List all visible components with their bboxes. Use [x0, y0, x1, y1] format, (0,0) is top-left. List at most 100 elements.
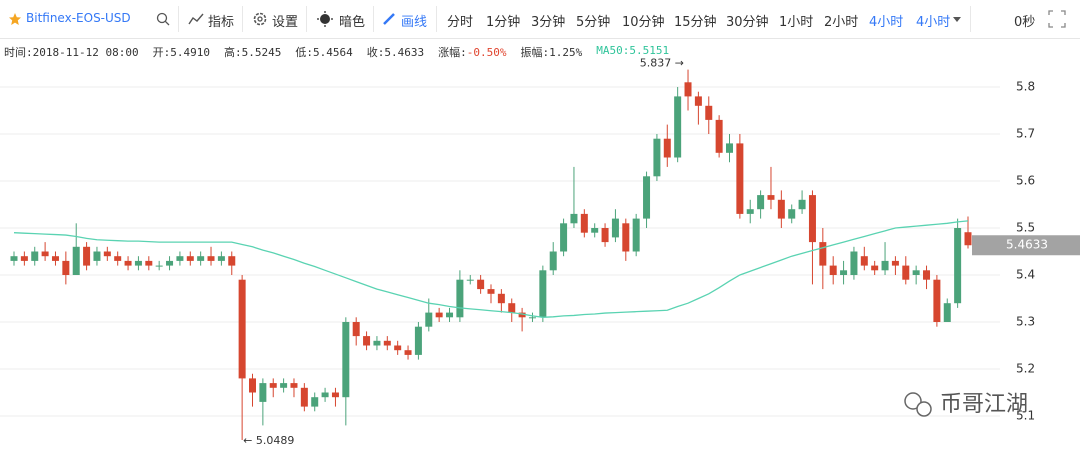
- candle-body: [93, 251, 101, 261]
- candle-body: [611, 218, 619, 238]
- candle-body: [31, 251, 39, 261]
- max-annotation: 5.837 →: [640, 57, 684, 70]
- settings-icon[interactable]: [252, 11, 268, 27]
- candle-body: [570, 213, 578, 224]
- candle-body: [259, 383, 267, 402]
- tool-button[interactable]: 画线: [401, 15, 428, 30]
- info-label: 涨幅:: [438, 46, 467, 59]
- period-button[interactable]: 5分钟: [576, 15, 611, 30]
- separator: [970, 6, 971, 32]
- candle-body: [881, 260, 889, 271]
- period-dropdown[interactable]: 4小时: [916, 15, 951, 30]
- period-button[interactable]: 分时: [447, 15, 474, 30]
- candle-body: [114, 256, 122, 261]
- info-label: 开:: [152, 46, 171, 59]
- wechat-icon: [916, 401, 932, 417]
- candle-body: [902, 265, 910, 280]
- period-button[interactable]: 30分钟: [726, 15, 769, 30]
- info-value: 5.4910: [170, 46, 210, 59]
- fullscreen-icon[interactable]: [1048, 10, 1066, 28]
- candle-body: [134, 260, 142, 266]
- candle-body: [643, 176, 651, 219]
- indicator-icon[interactable]: [188, 12, 204, 26]
- info-label: 振幅:: [520, 46, 550, 59]
- candle-body: [601, 228, 609, 243]
- tool-button[interactable]: 设置: [272, 15, 299, 30]
- dropdown-caret[interactable]: [953, 17, 961, 23]
- info-label: 时间:: [4, 46, 33, 59]
- candle-body: [435, 312, 443, 318]
- period-button[interactable]: 3分钟: [531, 15, 566, 30]
- y-tick-label: 5.4: [1016, 268, 1035, 282]
- candle-body: [456, 279, 464, 318]
- candle-body: [943, 303, 951, 322]
- period-button[interactable]: 15分钟: [674, 15, 717, 30]
- star-icon[interactable]: [8, 12, 22, 26]
- candle-body: [632, 218, 640, 252]
- info-item: 低:5.4564: [295, 44, 352, 60]
- candle-body: [622, 223, 630, 252]
- candle-body: [363, 336, 371, 346]
- candle-body: [249, 378, 256, 393]
- candle-body: [487, 289, 495, 294]
- y-tick-label: 5.7: [1016, 127, 1035, 141]
- candle-body: [342, 322, 350, 398]
- candle-body: [829, 265, 837, 275]
- candle-body: [674, 96, 682, 158]
- candle-body: [767, 195, 775, 200]
- candle-body: [207, 256, 215, 261]
- candle-body: [580, 213, 588, 233]
- candle-body: [269, 383, 277, 388]
- candle-body: [62, 260, 70, 275]
- candle-body: [145, 260, 153, 266]
- candle-body: [290, 383, 298, 388]
- candle-body: [425, 312, 433, 327]
- candle-body: [311, 397, 319, 407]
- candle-body: [238, 279, 246, 379]
- candle-body: [217, 256, 225, 261]
- candle-body: [808, 195, 816, 243]
- dark-icon[interactable]: [317, 11, 333, 27]
- period-button[interactable]: 10分钟: [622, 15, 665, 30]
- watermark-text: 币哥江湖: [940, 392, 1028, 417]
- candle-body: [591, 228, 599, 233]
- candle-body: [705, 105, 713, 120]
- candle-body: [51, 256, 59, 261]
- candle-body: [300, 387, 308, 407]
- info-line: 时间:2018-11-12 08:00 开:5.4910 高:5.5245 低:…: [4, 44, 669, 60]
- y-tick-label: 5.1: [1016, 409, 1035, 423]
- period-button[interactable]: 1小时: [779, 15, 814, 30]
- wechat-icon: [904, 392, 922, 410]
- y-tick-label: 5.6: [1016, 174, 1035, 188]
- min-annotation: ← 5.0489: [243, 434, 294, 447]
- last-price-tag: [972, 235, 1080, 256]
- candle-body: [155, 265, 163, 267]
- candle-body: [891, 260, 899, 266]
- search-icon[interactable]: [156, 12, 170, 26]
- candle-body: [788, 209, 796, 219]
- period-button[interactable]: 1分钟: [486, 15, 521, 30]
- countdown: 0秒: [1014, 15, 1036, 30]
- info-item: 开:5.4910: [153, 44, 210, 60]
- candle-body: [746, 209, 754, 214]
- info-value: -0.50%: [466, 46, 507, 59]
- info-value: 5.5151: [629, 44, 670, 57]
- symbol[interactable]: Bitfinex-EOS-USD: [26, 11, 131, 25]
- period-button[interactable]: 2小时: [824, 15, 859, 30]
- candle-body: [912, 270, 920, 275]
- draw-icon[interactable]: [382, 12, 396, 26]
- candle-body: [383, 340, 391, 346]
- candle-body: [518, 312, 526, 318]
- period-button[interactable]: 4小时: [869, 15, 904, 30]
- info-item: 涨幅:-0.50%: [438, 44, 506, 60]
- candle-body: [560, 223, 568, 252]
- tool-button[interactable]: 暗色: [339, 15, 366, 30]
- tool-button[interactable]: 指标: [208, 15, 235, 30]
- candle-body: [508, 303, 516, 313]
- info-value: 5.5245: [241, 46, 282, 59]
- y-tick-label: 5.2: [1016, 362, 1035, 376]
- candle-body: [777, 199, 785, 219]
- info-value: 2018-11-12 08:00: [32, 46, 139, 59]
